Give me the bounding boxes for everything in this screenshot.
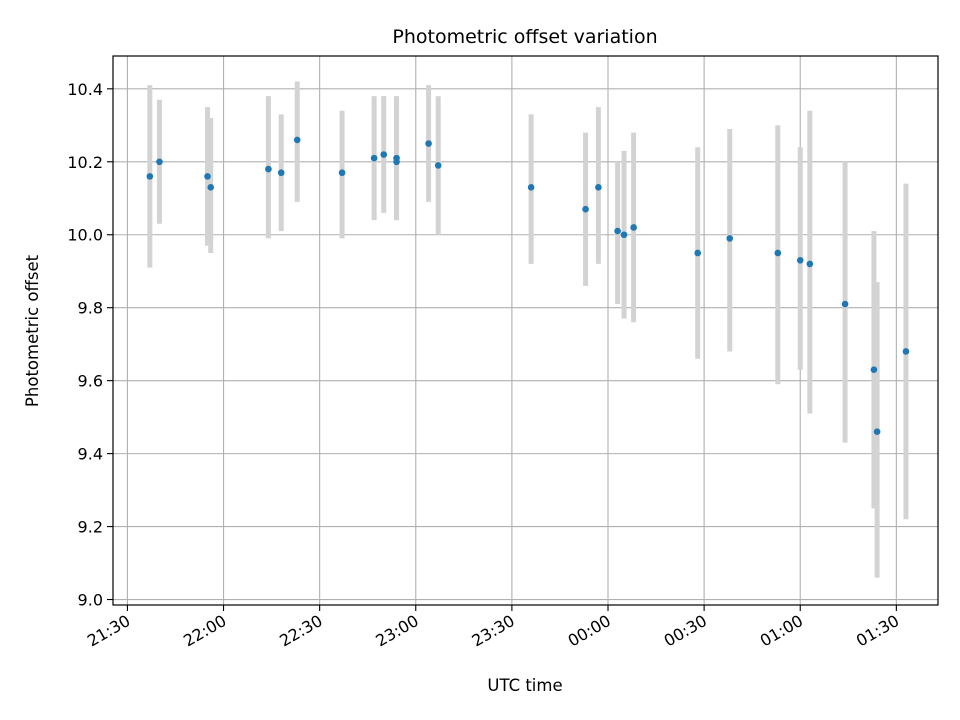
data-point: [726, 235, 734, 242]
y-axis-ticks: 9.0 9.2 9.4 9.6 9.8 10.0 10.2 10.4: [67, 80, 113, 610]
y-axis-title: Photometric offset: [23, 254, 42, 407]
data-point: [265, 165, 272, 173]
y-tick-label: 10.0: [67, 226, 103, 245]
data-point: [774, 249, 782, 257]
y-tick-label: 9.0: [78, 591, 103, 610]
data-point: [902, 348, 910, 355]
data-point: [614, 227, 621, 235]
data-point: [293, 136, 301, 144]
chart-title: Photometric offset variation: [392, 26, 657, 48]
data-point: [370, 154, 378, 162]
data-point: [841, 300, 849, 308]
data-point: [338, 169, 346, 177]
data-point: [207, 184, 215, 191]
data-point: [806, 260, 814, 268]
data-point: [146, 173, 154, 180]
plot-area-frame: [112, 55, 939, 606]
data-point: [582, 205, 589, 213]
data-point: [425, 140, 432, 147]
y-tick-label: 9.2: [78, 518, 103, 537]
data-points: [146, 136, 910, 436]
y-tick-label: 9.6: [78, 372, 103, 391]
data-point: [277, 169, 285, 177]
data-point: [873, 428, 881, 436]
x-axis-title: UTC time: [487, 676, 562, 695]
data-point: [694, 249, 702, 257]
data-point: [630, 224, 637, 231]
data-point: [527, 184, 535, 191]
data-point: [380, 151, 388, 158]
y-tick-label: 9.8: [78, 299, 103, 318]
data-point: [393, 158, 400, 166]
data-point: [620, 231, 628, 239]
data-point: [204, 173, 211, 180]
y-tick-label: 10.4: [67, 80, 103, 99]
data-point: [870, 366, 878, 374]
y-tick-label: 10.2: [67, 153, 103, 172]
data-point: [595, 184, 602, 191]
data-point: [796, 256, 804, 264]
y-tick-label: 9.4: [78, 445, 103, 464]
data-point: [434, 162, 442, 169]
data-point: [156, 158, 163, 166]
